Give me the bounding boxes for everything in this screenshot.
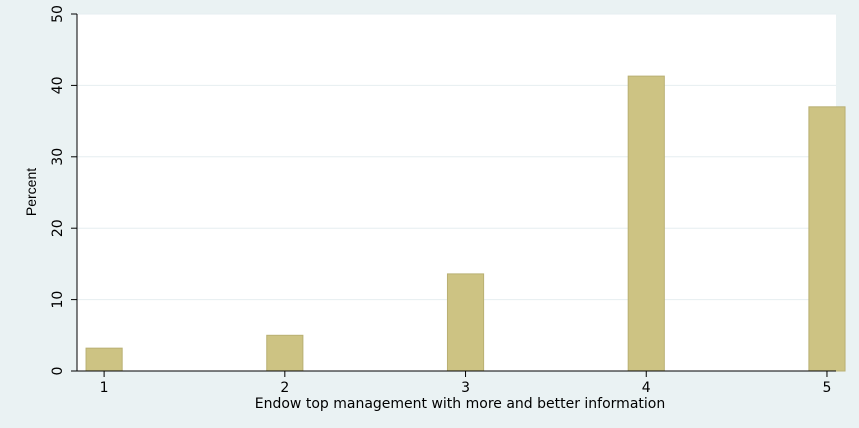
bar [446, 273, 485, 372]
x-tick-label: 2 [280, 380, 289, 396]
x-tick-label: 1 [100, 380, 109, 396]
x-tick-label: 3 [461, 380, 470, 396]
gridlines [77, 13, 836, 301]
x-axis-title: Endow top management with more and bette… [255, 396, 665, 412]
y-tick-label: 50 [50, 5, 66, 23]
y-tick-label: 30 [50, 148, 66, 166]
x-axis-ticks: 1 2 3 4 5 [100, 371, 832, 396]
y-tick-label: 20 [50, 219, 66, 237]
x-tick-label: 5 [823, 380, 832, 396]
bars [85, 75, 846, 372]
bar [627, 75, 665, 372]
bar [808, 106, 846, 372]
bar [85, 347, 123, 372]
y-tick-label: 10 [50, 291, 66, 309]
y-tick-label: 0 [50, 367, 66, 376]
bar [266, 334, 304, 372]
y-axis-ticks: 0 10 20 30 40 50 [50, 5, 77, 375]
y-tick-label: 40 [50, 76, 66, 94]
y-axis-title: Percent [23, 168, 39, 216]
x-tick-label: 4 [642, 380, 651, 396]
